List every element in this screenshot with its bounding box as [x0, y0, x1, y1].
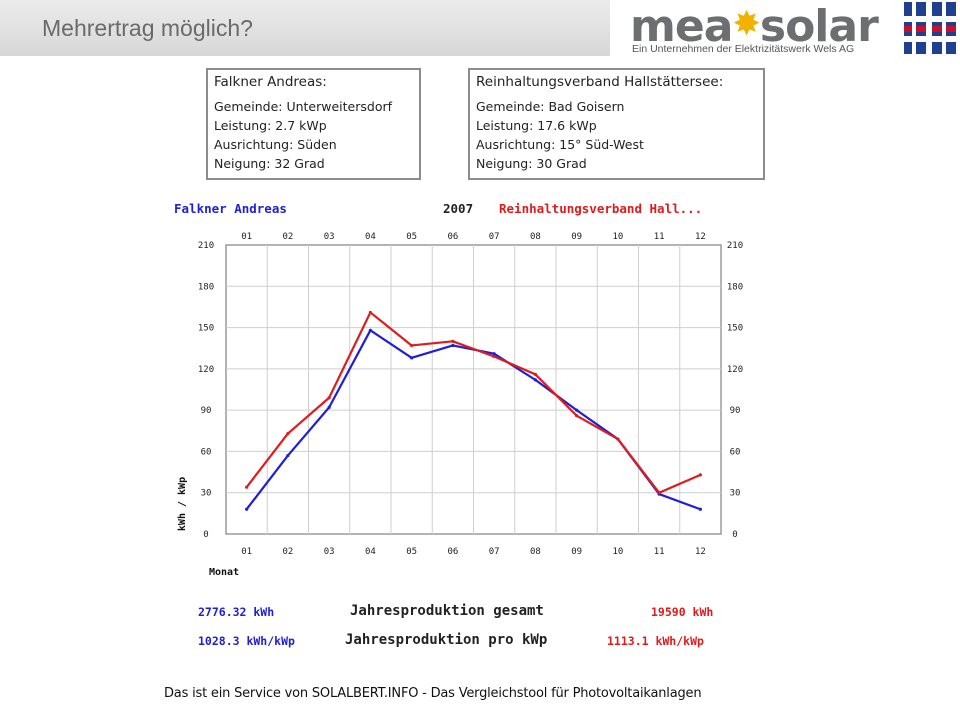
y-tick-label-left: 90: [201, 406, 212, 416]
x-tick-label-bottom: 05: [406, 547, 417, 557]
data-point-b: [410, 343, 414, 348]
plant-a-name: Falkner Andreas:: [214, 74, 327, 90]
data-point-b: [327, 396, 331, 400]
plant-b-line: Gemeinde: Bad Goisern: [476, 99, 625, 114]
solalbert-screenshot: Falkner Andreas: Gemeinde: Unterweitersd…: [164, 57, 766, 708]
x-tick-label-bottom: 01: [241, 547, 252, 557]
x-tick-label-top: 12: [695, 232, 706, 242]
x-tick-label-top: 07: [489, 232, 500, 242]
summary-total-label: Jahresproduktion gesamt: [350, 603, 544, 619]
x-tick-label-bottom: 04: [365, 547, 376, 557]
x-tick-label-top: 04: [365, 232, 376, 242]
y-tick-label-right: 150: [727, 324, 743, 334]
x-tick-label-top: 11: [654, 232, 665, 242]
data-point-b: [616, 437, 620, 441]
data-point-b: [368, 310, 372, 315]
logo-brand-right: solar: [759, 1, 879, 52]
y-tick-label-left: 60: [201, 447, 212, 457]
company-emblem-icon: [904, 2, 956, 54]
data-point-a: [492, 352, 496, 356]
x-tick-label-top: 09: [571, 232, 582, 242]
x-tick-label-top: 10: [612, 232, 623, 242]
x-tick-label-bottom: 07: [489, 547, 500, 557]
plant-b-line: Leistung: 17.6 kWp: [476, 118, 597, 133]
x-tick-label-top: 02: [282, 232, 293, 242]
y-tick-label-left: 0: [203, 530, 208, 540]
x-tick-label-bottom: 12: [695, 547, 706, 557]
legend-series-a: Falkner Andreas: [174, 201, 287, 216]
y-tick-label-right: 60: [730, 447, 741, 457]
data-point-b: [245, 485, 249, 489]
x-axis-label: Monat: [209, 567, 239, 578]
data-point-b: [533, 372, 537, 376]
summary-b-total: 19590 kWh: [651, 605, 714, 619]
summary-a-per-kwp: 1028.3 kWh/kWp: [198, 634, 295, 648]
plant-a-line: Gemeinde: Unterweitersdorf: [214, 99, 393, 114]
y-tick-label-right: 180: [727, 282, 743, 292]
y-tick-label-left: 210: [198, 241, 214, 251]
plant-b-line: Neigung: 30 Grad: [476, 156, 587, 171]
y-tick-label-left: 180: [198, 282, 214, 292]
y-tick-label-left: 30: [201, 489, 212, 499]
data-point-b: [698, 473, 702, 477]
y-tick-label-right: 210: [727, 241, 743, 251]
x-tick-label-bottom: 02: [282, 547, 293, 557]
x-tick-label-bottom: 11: [654, 547, 665, 557]
summary-per-kwp-label: Jahresproduktion pro kWp: [345, 632, 548, 648]
data-point-a: [245, 507, 249, 511]
data-point-b: [286, 431, 290, 436]
y-tick-label-right: 0: [732, 530, 737, 540]
x-tick-label-bottom: 09: [571, 547, 582, 557]
plant-a-info-box: Falkner Andreas: Gemeinde: Unterweitersd…: [206, 68, 421, 180]
plant-a-line: Neigung: 32 Grad: [214, 156, 325, 171]
x-tick-label-top: 08: [530, 232, 541, 242]
y-axis-label: kWh / kWp: [177, 477, 188, 531]
data-point-a: [286, 453, 290, 458]
y-tick-label-right: 120: [727, 365, 743, 375]
plant-b-info-box: Reinhaltungsverband Hallstättersee: Geme…: [468, 68, 765, 180]
logo-tagline: Ein Unternehmen der Elektrizitätswerk We…: [632, 43, 855, 55]
y-tick-label-left: 120: [198, 365, 214, 375]
x-tick-label-top: 03: [324, 232, 335, 242]
data-point-b: [657, 491, 661, 495]
data-point-a: [533, 378, 537, 382]
data-point-b: [451, 339, 455, 343]
mea-solar-logo: mea✸solar Ein Unternehmen der Elektrizit…: [622, 0, 960, 58]
data-point-a: [327, 405, 331, 409]
slide-title-bar: Mehrertrag möglich?: [0, 0, 610, 56]
series-line-b: [245, 311, 701, 494]
slide-title: Mehrertrag möglich?: [42, 15, 253, 41]
x-tick-label-bottom: 10: [612, 547, 623, 557]
x-tick-label-top: 05: [406, 232, 417, 242]
x-tick-label-bottom: 06: [447, 547, 458, 557]
data-point-a: [698, 507, 702, 511]
data-point-a: [368, 328, 372, 332]
x-tick-label-top: 06: [447, 232, 458, 242]
logo-wordmark: mea✸solar: [630, 0, 879, 52]
summary-a-total: 2776.32 kWh: [198, 605, 275, 619]
x-tick-label-bottom: 08: [530, 547, 541, 557]
plant-b-line: Ausrichtung: 15° Süd-West: [476, 137, 644, 152]
data-point-a: [451, 343, 455, 348]
summary-b-per-kwp: 1113.1 kWh/kWp: [607, 634, 704, 648]
y-tick-label-left: 150: [198, 324, 214, 334]
data-point-a: [410, 356, 414, 360]
legend-series-b: Reinhaltungsverband Hall...: [499, 201, 703, 216]
legend-year: 2007: [443, 201, 474, 216]
data-point-a: [575, 408, 579, 412]
y-tick-label-right: 90: [730, 406, 741, 416]
data-point-b: [492, 354, 496, 359]
data-point-b: [575, 414, 579, 418]
sun-icon: ✸: [732, 4, 760, 44]
logo-brand-left: mea: [630, 1, 733, 52]
x-tick-label-bottom: 03: [324, 547, 335, 557]
y-tick-label-right: 30: [730, 489, 741, 499]
plant-b-name: Reinhaltungsverband Hallstättersee:: [476, 74, 724, 90]
plant-a-line: Ausrichtung: Süden: [214, 137, 337, 152]
x-tick-label-top: 01: [241, 232, 252, 242]
plant-a-line: Leistung: 2.7 kWp: [214, 118, 327, 133]
footer-service-note: Das ist ein Service von SOLALBERT.INFO -…: [164, 686, 702, 701]
